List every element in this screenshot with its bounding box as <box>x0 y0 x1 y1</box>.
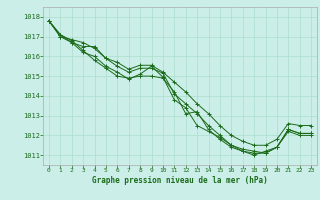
X-axis label: Graphe pression niveau de la mer (hPa): Graphe pression niveau de la mer (hPa) <box>92 176 268 185</box>
